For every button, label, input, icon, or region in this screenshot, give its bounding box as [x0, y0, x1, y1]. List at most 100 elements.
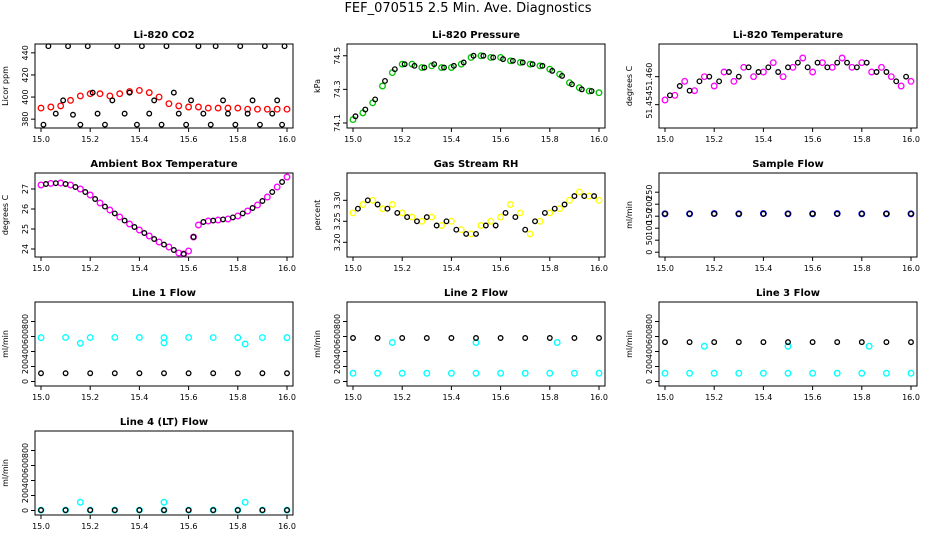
x-tick-label: 15.2 — [81, 522, 99, 531]
data-point — [487, 217, 495, 225]
data-point — [151, 97, 158, 104]
data-point — [908, 339, 914, 346]
data-point — [720, 68, 728, 76]
data-point — [553, 339, 561, 346]
data-point — [349, 209, 357, 217]
data-point — [86, 90, 94, 98]
data-point — [745, 64, 752, 71]
data-point — [362, 106, 369, 113]
y-tick-label: 26 — [21, 204, 30, 214]
data-point — [234, 370, 241, 377]
data-point — [443, 218, 450, 225]
data-point — [350, 335, 356, 341]
data-point — [868, 68, 876, 76]
data-point — [62, 507, 69, 514]
x-tick-label: 15.6 — [180, 393, 198, 402]
data-point — [907, 77, 915, 85]
panel-title: Line 3 Flow — [756, 288, 820, 299]
data-point — [52, 180, 59, 187]
data-point — [500, 56, 507, 63]
data-point — [414, 218, 420, 225]
data-point — [863, 59, 870, 66]
y-tick-label: 100 — [645, 221, 654, 236]
x-tick-label: 15.8 — [853, 393, 871, 402]
data-point — [809, 339, 816, 346]
data-point — [145, 232, 153, 240]
series-average — [350, 335, 602, 341]
data-point — [878, 63, 885, 71]
data-point — [686, 369, 694, 377]
data-point — [165, 243, 173, 251]
data-point — [254, 201, 261, 209]
data-point — [834, 210, 841, 217]
data-point — [686, 210, 693, 217]
data-point — [676, 83, 683, 89]
y-tick-label: 600 — [333, 329, 342, 344]
data-point — [254, 105, 261, 113]
x-tick-label: 16.0 — [590, 393, 608, 402]
data-point — [726, 69, 732, 75]
data-point — [82, 189, 89, 195]
series-average — [42, 179, 286, 257]
x-tick-label: 15.4 — [130, 264, 148, 273]
data-point — [473, 230, 479, 237]
x-tick-label: 15.0 — [32, 522, 50, 531]
data-point — [259, 507, 266, 514]
data-point — [364, 197, 371, 204]
y-tick-label: 600 — [21, 329, 30, 344]
y-tick-label: 74.3 — [333, 80, 342, 98]
data-point — [585, 87, 593, 95]
x-tick-label: 15.2 — [705, 135, 723, 144]
data-point — [696, 78, 703, 85]
y-axis-label: degrees C — [1, 194, 10, 235]
data-point — [273, 183, 281, 191]
data-point — [145, 89, 153, 97]
data-point — [467, 230, 475, 238]
x-tick-label: 15.4 — [442, 393, 460, 402]
y-tick-label: 0 — [21, 508, 30, 513]
data-point — [785, 339, 791, 346]
data-point — [759, 68, 767, 76]
data-point — [62, 370, 69, 377]
data-point — [423, 214, 430, 221]
data-point — [62, 334, 70, 341]
data-point — [883, 339, 890, 346]
data-point — [536, 217, 544, 225]
data-point — [662, 339, 668, 346]
data-point — [67, 181, 74, 189]
data-point — [89, 89, 96, 96]
x-tick-label: 15.8 — [229, 135, 247, 144]
y-tick-label: 27 — [21, 184, 30, 194]
data-point — [887, 73, 895, 81]
data-point — [239, 210, 246, 217]
data-point — [121, 110, 128, 117]
x-tick-label: 15.6 — [492, 393, 510, 402]
data-point — [785, 210, 791, 217]
data-point — [730, 77, 738, 85]
data-point — [160, 498, 168, 506]
data-point — [57, 102, 65, 110]
data-point — [94, 110, 101, 117]
data-point — [809, 68, 817, 76]
data-point — [279, 179, 286, 185]
series-average — [354, 193, 598, 237]
data-point — [62, 181, 69, 187]
data-point — [522, 226, 529, 233]
data-point — [516, 59, 524, 66]
data-point — [591, 193, 598, 200]
data-point — [526, 60, 534, 68]
data-point — [421, 64, 428, 71]
data-point — [398, 60, 406, 68]
plot-frame — [34, 43, 294, 129]
data-point — [765, 64, 772, 71]
data-point — [76, 498, 84, 506]
data-point — [559, 72, 566, 79]
data-point — [207, 121, 214, 128]
data-point — [204, 217, 212, 225]
y-tick-label: 150 — [645, 209, 654, 224]
data-point — [224, 215, 232, 223]
data-point — [453, 226, 460, 233]
data-point — [516, 209, 524, 217]
data-point — [411, 62, 418, 69]
data-point — [374, 335, 381, 341]
